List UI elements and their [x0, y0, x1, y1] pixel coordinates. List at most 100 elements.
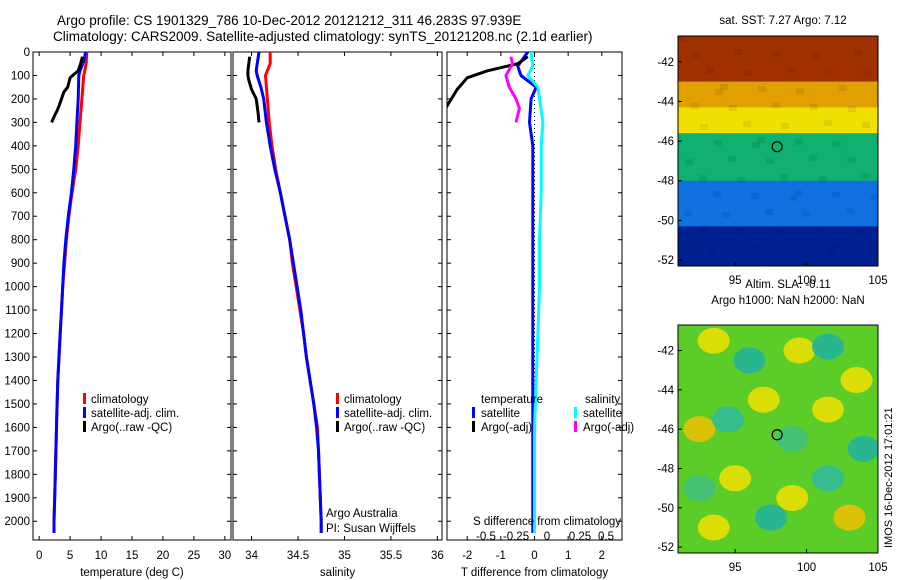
texture-cell [863, 71, 871, 77]
y-tick-label: 1300 [4, 352, 30, 364]
s-tick-label: 0 [544, 531, 550, 543]
x-axis-label: salinity [320, 567, 355, 579]
texture-cell [715, 89, 723, 95]
y-tick-label: -52 [657, 542, 674, 554]
texture-cell [752, 142, 760, 148]
texture-cell [683, 261, 691, 266]
s-tick-label: -0.25 [503, 531, 529, 543]
annotation-line: PI: Susan Wijffels [326, 523, 416, 535]
texture-cell [766, 158, 774, 164]
texture-cell [736, 228, 744, 234]
y-tick-label: 600 [11, 188, 30, 200]
chart-temperature: 0100200300400500600700800900100011001200… [4, 47, 232, 579]
texture-cell [684, 210, 692, 216]
texture-cell [862, 122, 870, 128]
y-tick-label: 1900 [4, 493, 30, 505]
texture-cell [750, 244, 758, 250]
texture-cell [811, 53, 819, 59]
texture-cell [794, 190, 802, 196]
sla-blob [683, 475, 716, 502]
legend-swatch [574, 407, 577, 418]
y-tick-label: -44 [657, 96, 674, 108]
texture-cell [699, 175, 707, 181]
texture-cell [810, 104, 818, 110]
sla-blob [776, 426, 809, 452]
legend-swatch [83, 393, 86, 404]
y-tick-label: -42 [657, 57, 674, 69]
texture-cell [691, 103, 699, 109]
y-tick-label: 500 [11, 164, 30, 176]
map-title: sat. SST: 7.27 Argo: 7.12 [719, 15, 846, 27]
sla-blob [733, 347, 766, 374]
texture-cell [743, 121, 751, 127]
y-tick-label: -46 [657, 136, 674, 148]
texture-cell [840, 264, 848, 266]
x-tick-label: 25 [187, 550, 200, 562]
sla-blob [840, 367, 873, 394]
texture-cell [729, 105, 737, 111]
map-title: Altim. SLA: -0.11 [745, 279, 830, 291]
legend-swatch [83, 421, 86, 432]
series-line-sal_argo [504, 56, 521, 123]
sst-band [678, 81, 878, 109]
series-line-satellite [52, 52, 88, 533]
argo-position-marker [771, 429, 783, 441]
texture-cell [700, 124, 708, 130]
series-line-satellite [516, 52, 538, 533]
map-sst_map: -42 -44 -46 -48 -50 -52 95 100 105 sat. SST: 7.27… [657, 15, 887, 287]
figure-title-line2: Climatology: CARS2009. Satellite-adjuste… [53, 29, 593, 44]
figure-title-line1: Argo profile: CS 1901329_786 10-Dec-2012… [57, 13, 522, 28]
texture-cell [721, 263, 729, 266]
texture-cell [714, 140, 722, 146]
texture-cell [826, 248, 834, 254]
series-line-argo [50, 56, 84, 124]
plot-frame [232, 51, 443, 541]
legend-label: Argo(-adj) [481, 422, 532, 434]
y-tick-label: 1400 [4, 375, 30, 387]
y-tick-label: 700 [11, 211, 30, 223]
s-tick-label: -0.5 [476, 531, 496, 543]
series-line-argo [447, 55, 529, 109]
argo-position-marker [771, 141, 783, 153]
y-tick-label: 1500 [4, 399, 30, 411]
texture-cell [765, 209, 773, 215]
x-tick-label: 105 [868, 562, 887, 574]
series-line-sal_satellite [526, 52, 545, 533]
map-subtitle: Argo h1000: NaN h2000: NaN [711, 295, 864, 307]
sla-blob [712, 406, 744, 433]
texture-cell [788, 246, 796, 252]
sla-blob [812, 465, 844, 492]
texture-cell [758, 86, 766, 92]
x-tick-label: 34.5 [287, 550, 309, 562]
legend-title: salinity [585, 394, 620, 406]
texture-cell [802, 262, 810, 266]
sst-band [678, 226, 878, 266]
sla-blob [697, 514, 730, 541]
texture-cell [824, 120, 832, 126]
sla-blob [812, 396, 844, 423]
x-tick-label: 35 [338, 550, 351, 562]
x-tick-label: 95 [729, 275, 742, 287]
map-frame [677, 35, 879, 267]
legend-label: satellite-adj. clim. [344, 408, 432, 420]
y-tick-label: -42 [657, 346, 674, 358]
texture-cell [825, 69, 833, 75]
texture-cell [846, 208, 854, 214]
map-sla_map: -42 -44 -46 -48 -50 -52 95 100 105 Altim. SLA: -0… [657, 279, 887, 574]
x-tick-label: 20 [157, 550, 170, 562]
legend-label: climatology [344, 394, 402, 406]
texture-cell [795, 139, 803, 145]
texture-cell [833, 141, 841, 147]
x-tick-label: 5 [67, 550, 73, 562]
x-tick-label: -1 [496, 550, 506, 562]
texture-cell [706, 68, 714, 74]
y-tick-label: 400 [11, 141, 30, 153]
x-tick-label: 100 [797, 562, 816, 574]
x-axis-label-top: S difference from climatology [473, 516, 621, 528]
texture-cell [685, 159, 693, 165]
texture-cell [781, 123, 789, 129]
legend-label: satellite [583, 408, 622, 420]
x-tick-label: 34 [245, 550, 258, 562]
x-tick-label: 105 [868, 275, 887, 287]
